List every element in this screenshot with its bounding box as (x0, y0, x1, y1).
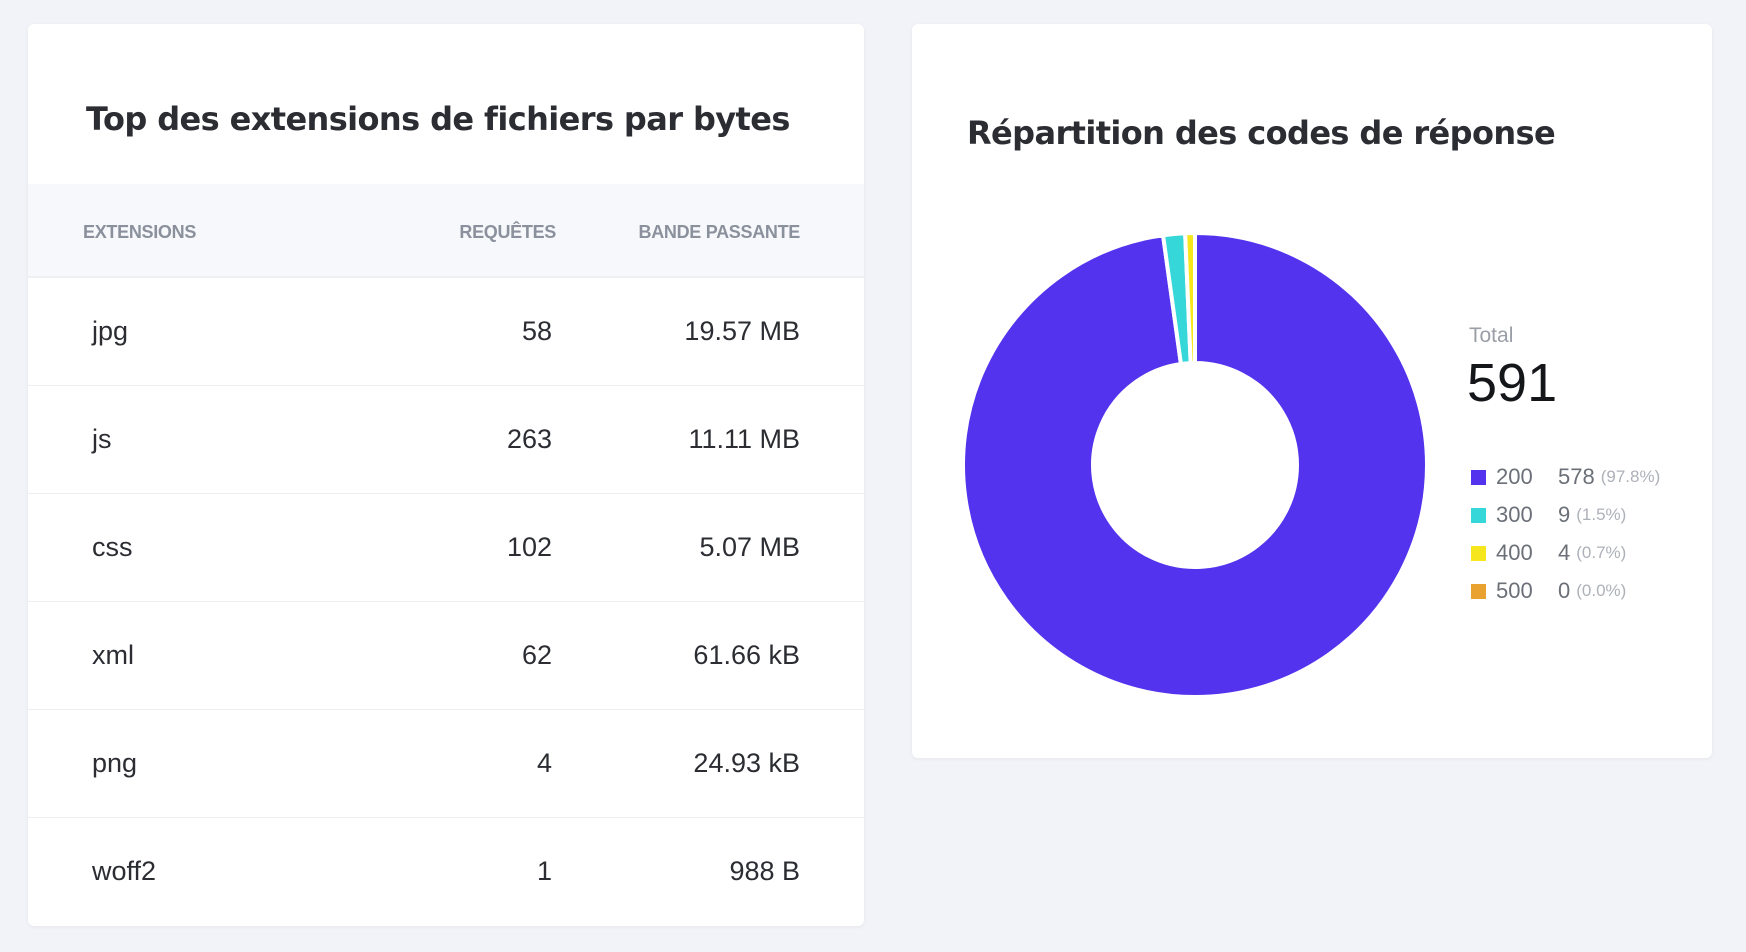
bandwidth-cell: 5.07 MB (699, 532, 800, 562)
legend-swatch (1471, 507, 1486, 523)
bandwidth-cell: 19.57 MB (684, 316, 800, 346)
bandwidth-cell: 11.11 MB (688, 424, 800, 454)
total-value: 591 (1467, 353, 1558, 413)
legend-percent: (1.5%) (1576, 505, 1627, 524)
column-header-extensions[interactable]: EXTENSIONS (83, 222, 197, 242)
extension-cell: jpg (92, 316, 129, 346)
requests-cell: 1 (536, 856, 552, 886)
legend-code: 300 (1496, 502, 1533, 527)
legend-item-400[interactable]: 400 4 (0.7%) (1471, 538, 1626, 568)
extension-cell: css (92, 532, 133, 562)
legend-percent: (0.0%) (1576, 581, 1627, 600)
legend-code: 400 (1496, 540, 1533, 565)
table-header: EXTENSIONS REQUÊTES BANDE PASSANTE (28, 184, 864, 278)
legend-swatch (1471, 545, 1486, 561)
legend-item-500[interactable]: 500 0 (0.0%) (1471, 576, 1626, 606)
requests-cell: 263 (506, 424, 552, 454)
legend-percent: (97.8%) (1600, 467, 1661, 486)
table-row: png 4 24.93 kB (28, 710, 864, 818)
extension-cell: xml (92, 640, 134, 670)
extension-cell: js (92, 424, 112, 454)
legend-code: 500 (1496, 578, 1533, 603)
legend-code: 200 (1496, 464, 1533, 489)
table-row: css 102 5.07 MB (28, 494, 864, 602)
requests-cell: 102 (506, 532, 552, 562)
legend-count: 578 (1558, 464, 1595, 489)
response-codes-card: Répartition des codes de réponse Total 5… (912, 24, 1712, 758)
table-row: js 263 11.11 MB (28, 386, 864, 494)
extensions-card: Top des extensions de fichiers par bytes… (28, 24, 864, 926)
column-header-requests[interactable]: REQUÊTES (459, 222, 556, 242)
legend-swatch (1471, 469, 1486, 485)
legend-swatch (1471, 583, 1486, 599)
table-row: xml 62 61.66 kB (28, 602, 864, 710)
bandwidth-cell: 61.66 kB (693, 640, 800, 670)
card-title: Répartition des codes de réponse (967, 114, 1556, 152)
extension-cell: png (92, 748, 138, 778)
legend-item-300[interactable]: 300 9 (1.5%) (1471, 500, 1626, 530)
legend-count: 0 (1558, 578, 1571, 603)
bandwidth-cell: 988 B (729, 856, 800, 886)
card-title: Top des extensions de fichiers par bytes (86, 100, 790, 138)
requests-cell: 58 (521, 316, 552, 346)
table-row: jpg 58 19.57 MB (28, 278, 864, 386)
column-header-bandwidth[interactable]: BANDE PASSANTE (638, 222, 801, 242)
legend-count: 4 (1558, 540, 1571, 565)
donut-slice-200[interactable] (961, 230, 1429, 699)
donut-chart (961, 230, 1429, 699)
extension-cell: woff2 (92, 856, 157, 886)
total-label: Total (1469, 324, 1514, 347)
legend-count: 9 (1558, 502, 1571, 527)
requests-cell: 4 (536, 748, 552, 778)
bandwidth-cell: 24.93 kB (693, 748, 800, 778)
donut-slice-400[interactable] (1183, 230, 1197, 366)
table-row: woff2 1 988 B (28, 818, 864, 926)
requests-cell: 62 (521, 640, 552, 670)
legend-percent: (0.7%) (1576, 543, 1627, 562)
legend-item-200[interactable]: 200 578 (97.8%) (1471, 462, 1660, 492)
